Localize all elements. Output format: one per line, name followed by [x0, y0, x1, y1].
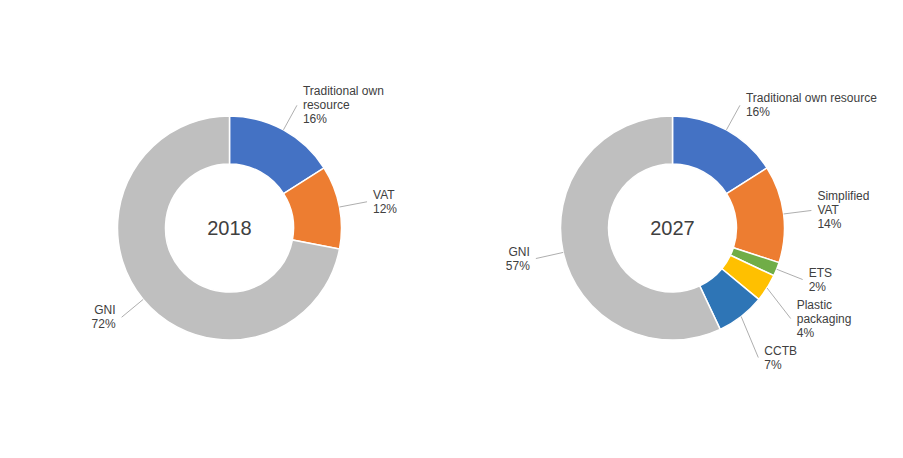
svg-text:CCTB7%: CCTB7% — [764, 344, 797, 372]
svg-text:Traditional ownresource16%: Traditional ownresource16% — [303, 84, 384, 126]
svg-text:GNI72%: GNI72% — [92, 303, 116, 331]
svg-text:SimplifiedVAT14%: SimplifiedVAT14% — [817, 189, 869, 231]
svg-text:GNI57%: GNI57% — [506, 245, 530, 273]
svg-text:Traditional own resource16%: Traditional own resource16% — [746, 91, 877, 119]
html-text:2018: 2018 — [207, 216, 252, 239]
html-text:2027: 2027 — [650, 216, 695, 239]
svg-text:VAT12%: VAT12% — [373, 188, 397, 216]
svg-text:ETS2%: ETS2% — [809, 266, 832, 294]
svg-text:Plasticpackaging4%: Plasticpackaging4% — [797, 298, 852, 340]
